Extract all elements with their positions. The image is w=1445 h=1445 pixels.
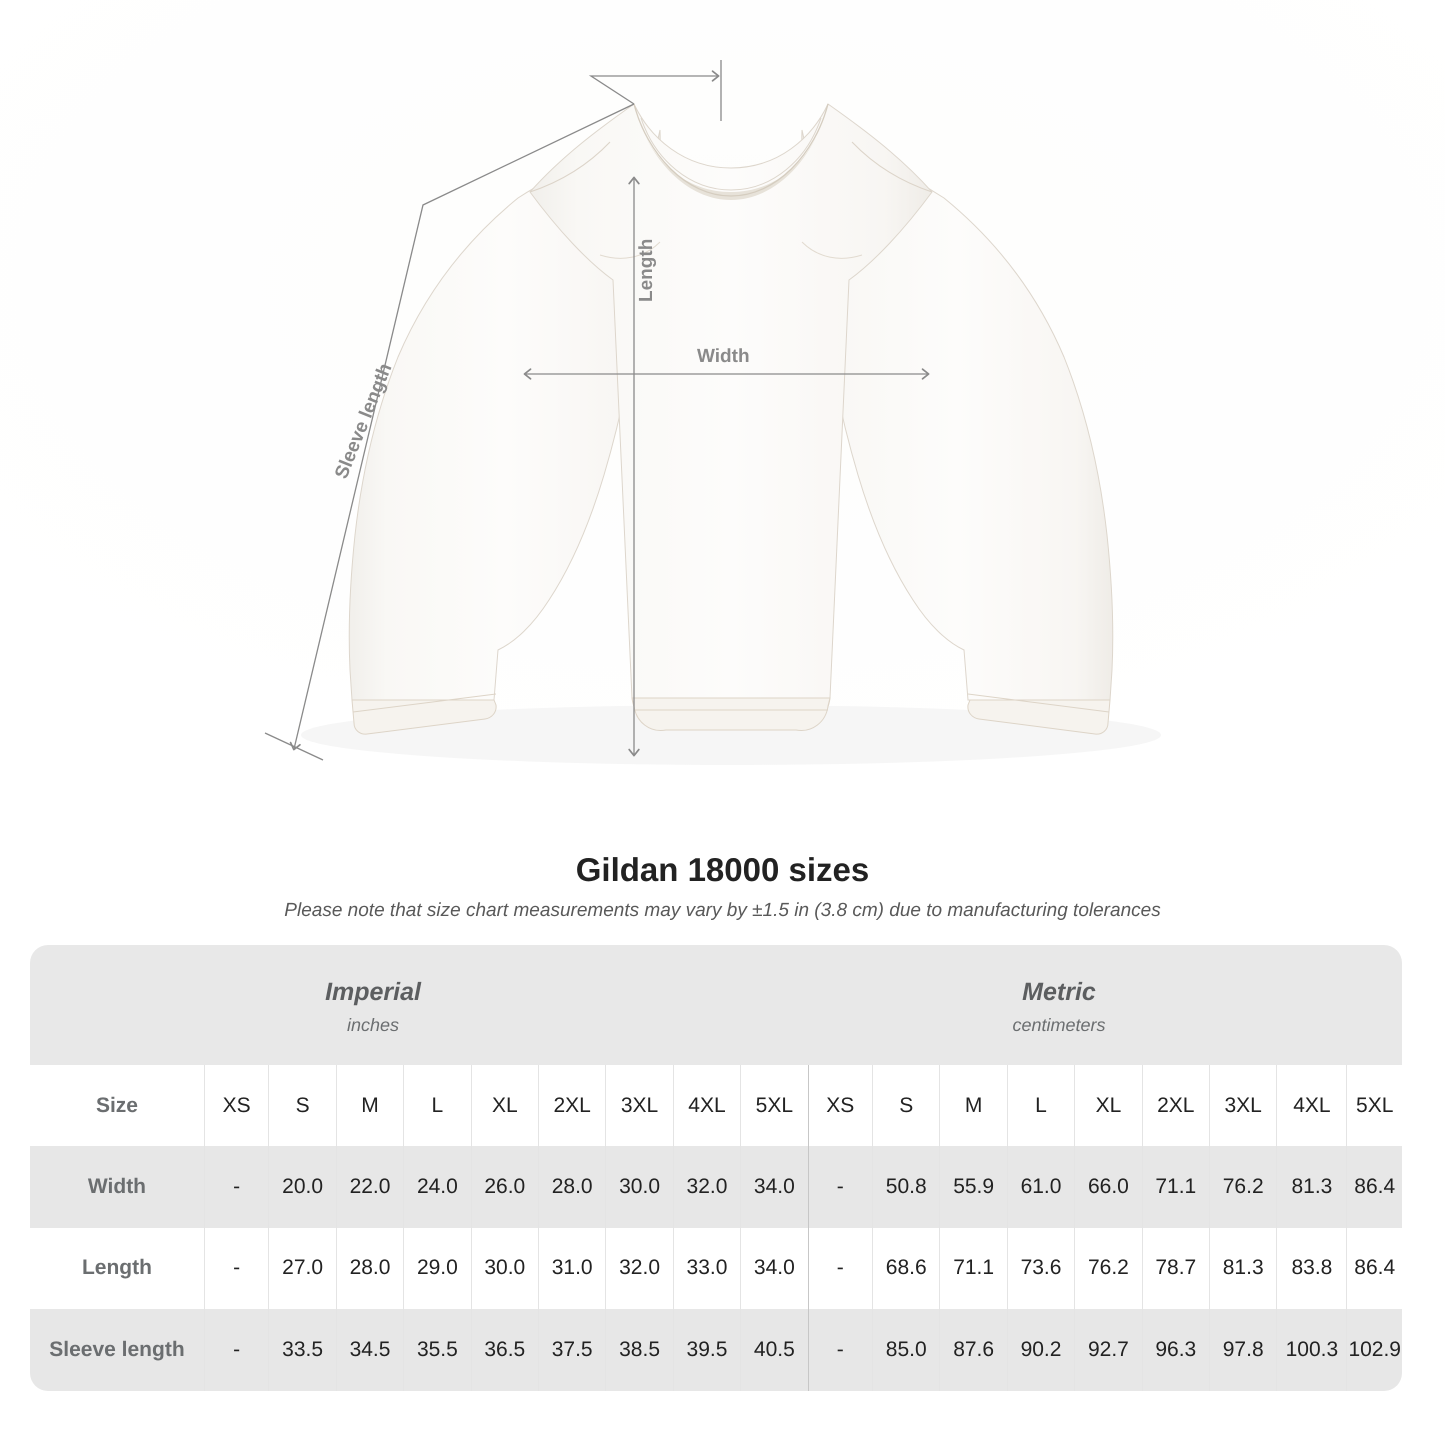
svg-text:Width: Width <box>697 346 750 367</box>
svg-text:Length: Length <box>636 239 657 302</box>
